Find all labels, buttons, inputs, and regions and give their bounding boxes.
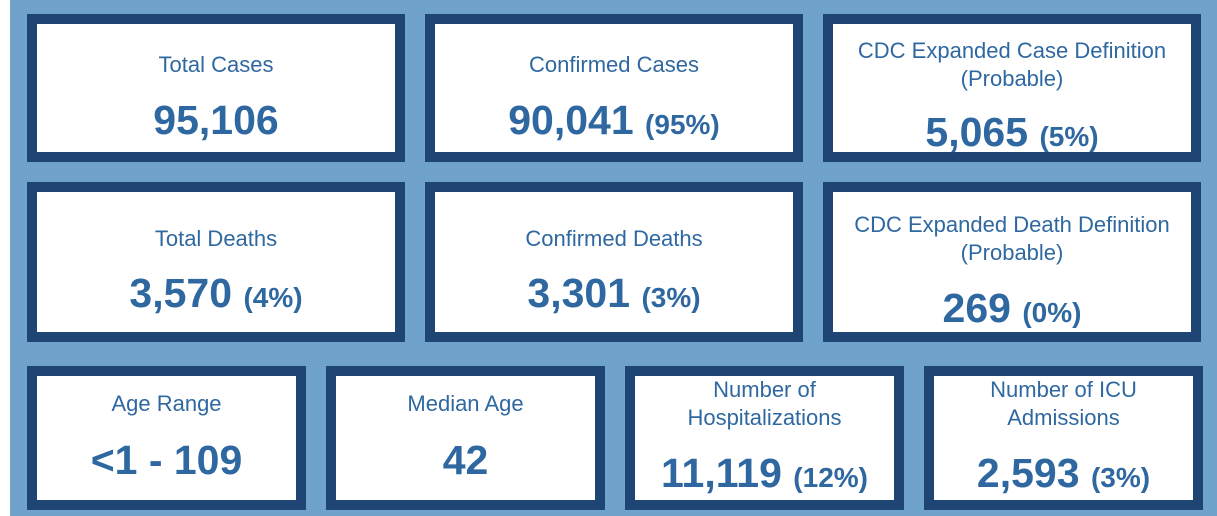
card-value: 11,119 (12%) bbox=[635, 450, 894, 501]
card-label-line1: CDC Expanded Death Definition bbox=[854, 212, 1170, 237]
card-number: 42 bbox=[442, 437, 489, 483]
age-range-card: Age Range <1 - 109 bbox=[27, 366, 306, 510]
card-value: 5,065 (5%) bbox=[833, 109, 1191, 160]
hospitalizations-card: Number of Hospitalizations 11,119 (12%) bbox=[625, 366, 904, 510]
card-label-line2: (Probable) bbox=[960, 240, 1064, 265]
card-value: 90,041 (95%) bbox=[435, 97, 793, 148]
card-label-line2: Hospitalizations bbox=[687, 405, 842, 430]
card-number: 3,301 bbox=[527, 270, 631, 316]
card-label: Total Cases bbox=[158, 52, 274, 77]
confirmed-cases-card: Confirmed Cases 90,041 (95%) bbox=[425, 14, 803, 162]
card-value: 3,570 (4%) bbox=[37, 270, 395, 321]
card-value: 269 (0%) bbox=[833, 285, 1191, 336]
confirmed-deaths-card: Confirmed Deaths 3,301 (3%) bbox=[425, 182, 803, 342]
card-percent: (95%) bbox=[645, 109, 720, 140]
card-percent: (3%) bbox=[641, 282, 701, 313]
card-value: 42 bbox=[336, 437, 595, 483]
card-value: <1 - 109 bbox=[37, 437, 296, 483]
card-label-line1: Number of ICU bbox=[990, 377, 1137, 402]
card-number: 3,570 bbox=[129, 270, 233, 316]
card-percent: (4%) bbox=[243, 282, 303, 313]
card-label-line1: CDC Expanded Case Definition bbox=[857, 38, 1167, 63]
card-label-line2: Admissions bbox=[1007, 405, 1120, 430]
card-value: 95,106 bbox=[37, 97, 395, 143]
card-number: 11,119 bbox=[661, 450, 782, 496]
card-number: 95,106 bbox=[153, 97, 279, 143]
card-label: Median Age bbox=[407, 391, 524, 416]
card-percent: (3%) bbox=[1090, 462, 1151, 493]
card-number: 90,041 bbox=[508, 97, 634, 143]
card-number: <1 - 109 bbox=[90, 437, 243, 483]
card-number: 2,593 bbox=[976, 450, 1080, 496]
card-number: 5,065 bbox=[925, 109, 1029, 155]
card-label: Age Range bbox=[111, 391, 222, 416]
card-percent: (5%) bbox=[1039, 121, 1099, 152]
probable-deaths-card: CDC Expanded Death Definition (Probable)… bbox=[823, 182, 1201, 342]
probable-cases-card: CDC Expanded Case Definition (Probable) … bbox=[823, 14, 1201, 162]
card-value: 2,593 (3%) bbox=[934, 450, 1193, 501]
card-label: Confirmed Cases bbox=[529, 52, 699, 77]
icu-admissions-card: Number of ICU Admissions 2,593 (3%) bbox=[924, 366, 1203, 510]
card-label-line1: Number of bbox=[713, 377, 816, 402]
card-percent: (0%) bbox=[1022, 297, 1082, 328]
dashboard-panel: Total Cases 95,106 Confirmed Cases 90,04… bbox=[10, 0, 1217, 516]
card-number: 269 bbox=[942, 285, 1011, 331]
card-label-line2: (Probable) bbox=[960, 66, 1064, 91]
total-cases-card: Total Cases 95,106 bbox=[27, 14, 405, 162]
card-value: 3,301 (3%) bbox=[435, 270, 793, 321]
card-label: Confirmed Deaths bbox=[525, 226, 703, 251]
card-percent: (12%) bbox=[793, 462, 868, 493]
total-deaths-card: Total Deaths 3,570 (4%) bbox=[27, 182, 405, 342]
card-label: Total Deaths bbox=[154, 226, 278, 251]
median-age-card: Median Age 42 bbox=[326, 366, 605, 510]
